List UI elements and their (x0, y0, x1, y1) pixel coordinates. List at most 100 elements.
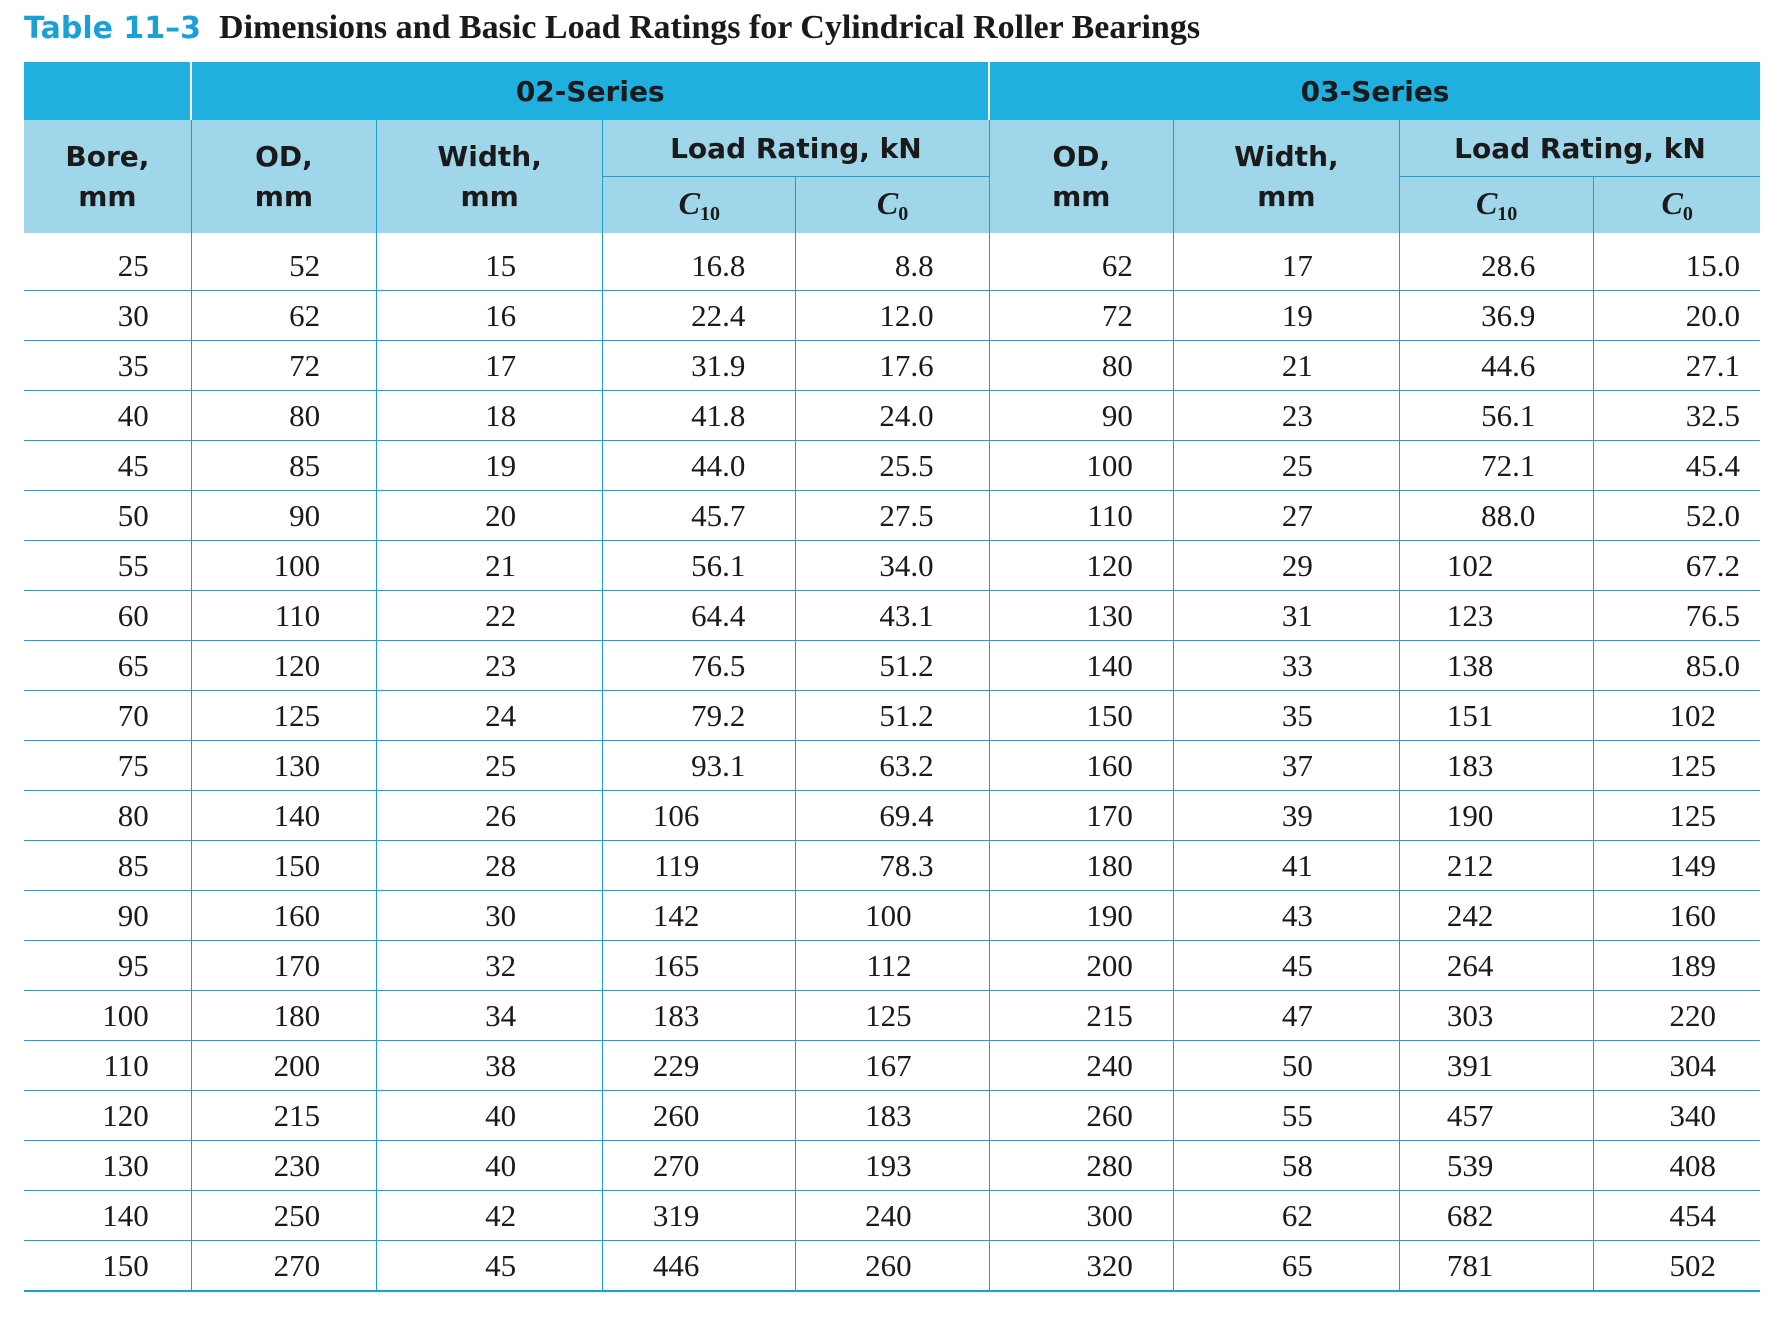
c10-02-header: C10 (602, 176, 796, 233)
c10-02-cell: 41.8 (602, 390, 796, 441)
c10-02-cell: 142 (602, 890, 796, 941)
od-02-cell: 180 (190, 990, 377, 1041)
bore-cell: 95 (24, 940, 192, 991)
od-03-cell: 130 (988, 590, 1174, 641)
c10-03-cell: 242 (1398, 890, 1594, 941)
load-rating-03-header: Load Rating, kN (1398, 120, 1760, 177)
bore-cell: 100 (24, 990, 192, 1041)
c0-02-cell: 100 (795, 890, 990, 941)
table-row: 120 215 40 260 183 260 55 457 340 (24, 1090, 1760, 1141)
c0-02-symbol: C (876, 184, 899, 221)
bore-cell: 130 (24, 1140, 192, 1191)
table-row: 65 120 23 76.5 51.2 140 33 138 85.0 (24, 640, 1760, 691)
c0-02-cell: 167 (795, 1040, 990, 1091)
width-02-cell: 26 (376, 790, 603, 841)
width-02-cell: 16 (376, 290, 603, 341)
od-02-cell: 100 (190, 540, 377, 591)
c10-03-subscript: 10 (1497, 202, 1518, 225)
width-03-cell: 17 (1172, 233, 1400, 291)
od-02-cell: 270 (190, 1240, 377, 1292)
c0-03-cell: 160 (1593, 890, 1760, 941)
od-02-cell: 170 (190, 940, 377, 991)
width-03-cell: 47 (1172, 990, 1400, 1041)
od-02-header-line2: mm (254, 179, 314, 213)
od-03-cell: 160 (988, 740, 1174, 791)
width-02-cell: 34 (376, 990, 603, 1041)
c0-03-cell: 149 (1593, 840, 1760, 891)
od-03-cell: 120 (988, 540, 1174, 591)
c0-02-cell: 8.8 (795, 233, 990, 291)
c10-02-subscript: 10 (699, 202, 720, 225)
c10-03-cell: 28.6 (1398, 233, 1594, 291)
c0-02-cell: 12.0 (795, 290, 990, 341)
c10-03-header: C10 (1398, 176, 1594, 233)
c0-02-cell: 125 (795, 990, 990, 1041)
c10-03-cell: 183 (1398, 740, 1594, 791)
width-02-header-line1: Width, (437, 139, 542, 173)
c10-02-cell: 79.2 (602, 690, 796, 741)
c10-02-cell: 446 (602, 1240, 796, 1292)
table-row: 140 250 42 319 240 300 62 682 454 (24, 1190, 1760, 1241)
c10-03-symbol: C (1475, 184, 1498, 221)
c0-02-cell: 63.2 (795, 740, 990, 791)
width-02-cell: 19 (376, 440, 603, 491)
c10-02-cell: 64.4 (602, 590, 796, 641)
od-02-cell: 80 (190, 390, 377, 441)
c10-03-cell: 539 (1398, 1140, 1594, 1191)
c0-02-cell: 112 (795, 940, 990, 991)
bore-cell: 140 (24, 1190, 192, 1241)
width-02-cell: 42 (376, 1190, 603, 1241)
bore-cell: 80 (24, 790, 192, 841)
width-03-header-line1: Width, (1234, 139, 1339, 173)
c10-02-cell: 45.7 (602, 490, 796, 541)
od-03-cell: 80 (988, 340, 1174, 391)
table-row: 95 170 32 165 112 200 45 264 189 (24, 940, 1760, 991)
c0-02-cell: 51.2 (795, 640, 990, 691)
od-03-cell: 72 (988, 290, 1174, 341)
c10-02-cell: 270 (602, 1140, 796, 1191)
od-02-header: OD, mm (190, 120, 377, 233)
width-03-cell: 58 (1172, 1140, 1400, 1191)
width-02-cell: 17 (376, 340, 603, 391)
od-02-cell: 120 (190, 640, 377, 691)
c0-03-symbol: C (1661, 184, 1683, 221)
c10-02-cell: 56.1 (602, 540, 796, 591)
od-02-cell: 130 (190, 740, 377, 791)
table-row: 85 150 28 119 78.3 180 41 212 149 (24, 840, 1760, 891)
width-02-cell: 40 (376, 1140, 603, 1191)
c0-03-cell: 67.2 (1593, 540, 1760, 591)
table-row: 55 100 21 56.1 34.0 120 29 102 67.2 (24, 540, 1760, 591)
c10-02-cell: 165 (602, 940, 796, 991)
c0-03-cell: 454 (1593, 1190, 1760, 1241)
c10-02-cell: 31.9 (602, 340, 796, 391)
c0-02-cell: 193 (795, 1140, 990, 1191)
c10-03-cell: 391 (1398, 1040, 1594, 1091)
width-03-cell: 45 (1172, 940, 1400, 991)
width-02-cell: 18 (376, 390, 603, 441)
c10-03-cell: 138 (1398, 640, 1594, 691)
table-row: 75 130 25 93.1 63.2 160 37 183 125 (24, 740, 1760, 791)
od-02-cell: 52 (190, 233, 377, 291)
od-02-cell: 72 (190, 340, 377, 391)
bore-cell: 60 (24, 590, 192, 641)
width-03-cell: 65 (1172, 1240, 1400, 1292)
bore-cell: 110 (24, 1040, 192, 1091)
od-02-cell: 215 (190, 1090, 377, 1141)
c10-02-cell: 319 (602, 1190, 796, 1241)
c0-02-cell: 34.0 (795, 540, 990, 591)
width-03-cell: 29 (1172, 540, 1400, 591)
c0-03-cell: 27.1 (1593, 340, 1760, 391)
od-03-cell: 320 (988, 1240, 1174, 1292)
bore-cell: 90 (24, 890, 192, 941)
width-03-cell: 37 (1172, 740, 1400, 791)
table-row: 80 140 26 106 69.4 170 39 190 125 (24, 790, 1760, 841)
c10-02-symbol: C (678, 184, 700, 221)
width-02-cell: 15 (376, 233, 603, 291)
od-02-cell: 250 (190, 1190, 377, 1241)
od-03-cell: 280 (988, 1140, 1174, 1191)
c10-02-cell: 119 (602, 840, 796, 891)
width-02-cell: 21 (376, 540, 603, 591)
od-03-cell: 100 (988, 440, 1174, 491)
od-02-cell: 90 (190, 490, 377, 541)
